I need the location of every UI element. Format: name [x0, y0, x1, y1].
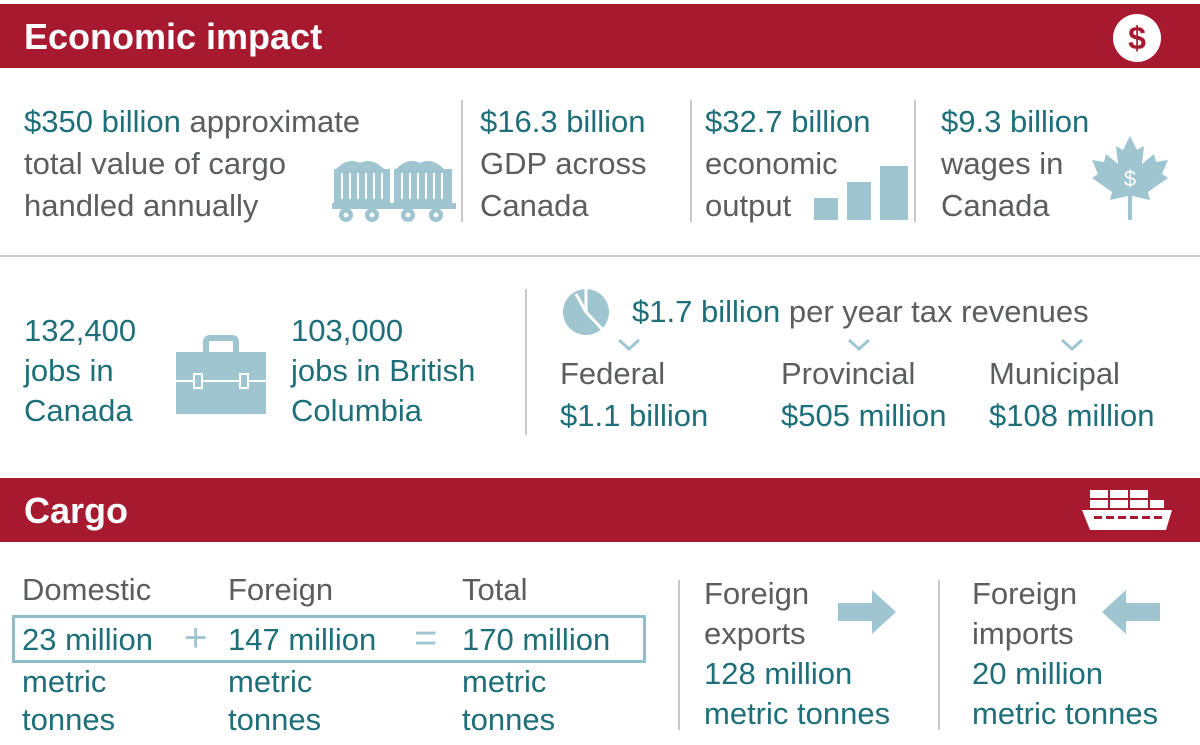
gdp-amount: $16.3 billion	[480, 104, 646, 139]
domestic-label: Domestic	[22, 572, 152, 607]
output-amount: $32.7 billion	[705, 104, 871, 139]
arrow-left-icon	[1102, 590, 1160, 634]
cargo-banner: Cargo	[0, 478, 1200, 542]
pie-chart-icon	[562, 288, 610, 336]
wages-amount: $9.3 billion	[941, 104, 1090, 139]
divider	[461, 100, 463, 222]
arrow-right-icon	[838, 590, 896, 634]
foreign-value: 147 million	[228, 622, 377, 657]
foreign-unit: metric tonnes	[228, 664, 322, 737]
divider	[525, 289, 527, 435]
economic-impact-title: Economic impact	[24, 16, 323, 57]
tax-amount: $1.7 billion	[632, 294, 781, 329]
rail-car-icon	[332, 155, 456, 225]
cargo-value-text: $350 billion approximate total value of …	[24, 104, 361, 223]
total-value: 170 million	[462, 622, 611, 657]
briefcase-icon	[176, 334, 266, 414]
tax-headline: $1.7 billion per year tax revenues	[632, 294, 1089, 329]
economic-impact-banner: Economic impact $	[0, 4, 1200, 68]
cargo-title: Cargo	[24, 490, 129, 531]
gdp-text: $16.3 billion GDP across Canada	[480, 101, 647, 227]
plus-sign: +	[184, 616, 208, 660]
cargo-value-amount: $350 billion	[24, 104, 181, 139]
tax-municipal: Municipal $108 million	[989, 356, 1155, 433]
exports-text: Foreign exports 128 million metric tonne…	[704, 576, 891, 731]
cargo-ship-icon	[1082, 488, 1172, 532]
jobs-canada-text: 132,400 jobs in Canada	[24, 313, 137, 428]
domestic-unit: metric tonnes	[22, 664, 116, 737]
jobs-bc-text: 103,000 jobs in British Columbia	[291, 313, 476, 428]
foreign-label: Foreign	[228, 572, 334, 607]
svg-text:$: $	[1124, 166, 1136, 191]
chevron-down-icon	[847, 338, 871, 352]
svg-text:$: $	[1128, 20, 1146, 56]
divider	[690, 100, 692, 222]
dollar-icon: $	[1112, 13, 1162, 63]
chevron-down-icon	[1060, 338, 1084, 352]
section-divider	[0, 255, 1200, 257]
cargo-equation-box	[12, 615, 646, 663]
output-text: $32.7 billion economic output	[705, 101, 870, 227]
imports-text: Foreign imports 20 million metric tonnes	[972, 576, 1159, 731]
tax-provincial: Provincial $505 million	[781, 356, 947, 433]
divider	[678, 580, 680, 730]
chevron-down-icon	[617, 338, 641, 352]
wages-text: $9.3 billion wages in Canada	[941, 101, 1089, 227]
divider	[914, 100, 916, 222]
tax-federal: Federal $1.1 billion	[560, 356, 709, 433]
divider	[938, 580, 940, 730]
equals-sign: =	[414, 616, 438, 660]
total-unit: metric tonnes	[462, 664, 556, 737]
bar-chart-icon	[814, 162, 908, 220]
domestic-value: 23 million	[22, 622, 153, 657]
maple-leaf-dollar-icon: $	[1090, 136, 1170, 220]
total-label: Total	[462, 572, 528, 607]
